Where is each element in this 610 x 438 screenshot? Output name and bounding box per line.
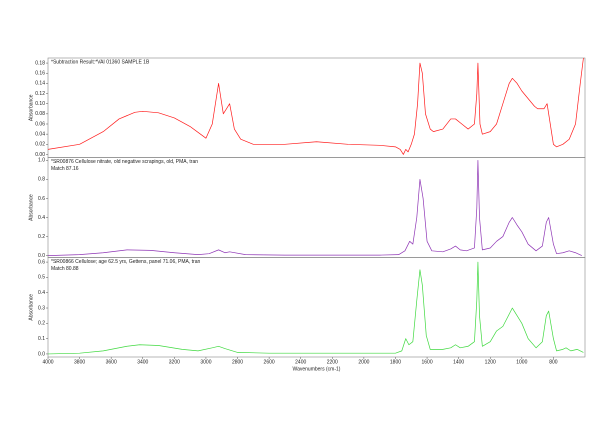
x-tick-label: 3400 [137, 359, 148, 365]
x-tick-label: 2400 [295, 359, 306, 365]
spectrum-line [47, 261, 584, 355]
x-tick-label: 2600 [264, 359, 275, 365]
x-tick-label: 2800 [232, 359, 243, 365]
y-tick-label: 0.0 [38, 351, 45, 357]
y-tick-label: 0.02 [35, 142, 45, 148]
y-tick-label: 0.6 [38, 196, 45, 202]
y-tick-label: 0.4 [38, 215, 45, 221]
x-tick-label: 3000 [200, 359, 211, 365]
y-tick-label: 0.3 [38, 305, 45, 311]
x-tick-label: 3800 [74, 359, 85, 365]
y-tick-label: 0.00 [35, 152, 45, 158]
x-tick-label: 1200 [485, 359, 496, 365]
y-axis-label: Absorbance [28, 94, 34, 121]
x-tick-label: 1800 [390, 359, 401, 365]
panel-frame [47, 57, 586, 158]
y-tick-label: 0.04 [35, 131, 45, 137]
y-tick-label: 0.12 [35, 91, 45, 97]
x-tick-label: 800 [549, 359, 558, 365]
y-tick-label: 0.0 [38, 253, 45, 259]
y-tick-label: 0.2 [38, 234, 45, 240]
panel-frame [47, 157, 586, 258]
y-tick-label: 0.16 [35, 71, 45, 77]
x-tick-label: 4000 [42, 359, 53, 365]
y-tick-label: 0.1 [38, 336, 45, 342]
panel-title: *SR00866 Cellulose; age 62.5 yrs, Getten… [51, 259, 200, 265]
x-tick-label: 3200 [169, 359, 180, 365]
y-tick-label: 0.8 [38, 177, 45, 183]
y-axis-label: Absorbance [28, 294, 34, 321]
panel-title: *Subtraction Result:*VAI 01360 SAMPLE 1B [51, 59, 150, 65]
y-tick-label: 0.10 [35, 101, 45, 107]
panel-frame [47, 257, 586, 358]
x-axis-label: Wavenumbers (cm-1) [293, 366, 341, 372]
y-tick-label: 0.2 [38, 321, 45, 327]
panel-title: *SR00876 Cellulose nitrate, old negative… [51, 159, 198, 165]
y-tick-label: 1.0 [38, 158, 45, 164]
x-tick-label: 2200 [327, 359, 338, 365]
x-tick-label: 2000 [358, 359, 369, 365]
x-tick-label: 1400 [453, 359, 464, 365]
y-tick-label: 0.14 [35, 81, 45, 87]
x-tick-label: 1600 [421, 359, 432, 365]
x-tick-label: 1000 [516, 359, 527, 365]
x-tick-label: 3600 [106, 359, 117, 365]
y-axis-label: Absorbance [28, 194, 34, 221]
panel-subtitle: Match 80.88 [51, 266, 79, 272]
panel-subtitle: Match 87.16 [51, 166, 79, 172]
spectrum-line [47, 57, 584, 155]
y-tick-label: 0.08 [35, 111, 45, 117]
y-tick-label: 0.18 [35, 60, 45, 66]
spectrum-line [47, 160, 582, 256]
y-tick-label: 0.06 [35, 121, 45, 127]
y-tick-label: 0.5 [38, 275, 45, 281]
y-tick-label: 0.4 [38, 290, 45, 296]
y-tick-label: 0.6 [38, 259, 45, 265]
